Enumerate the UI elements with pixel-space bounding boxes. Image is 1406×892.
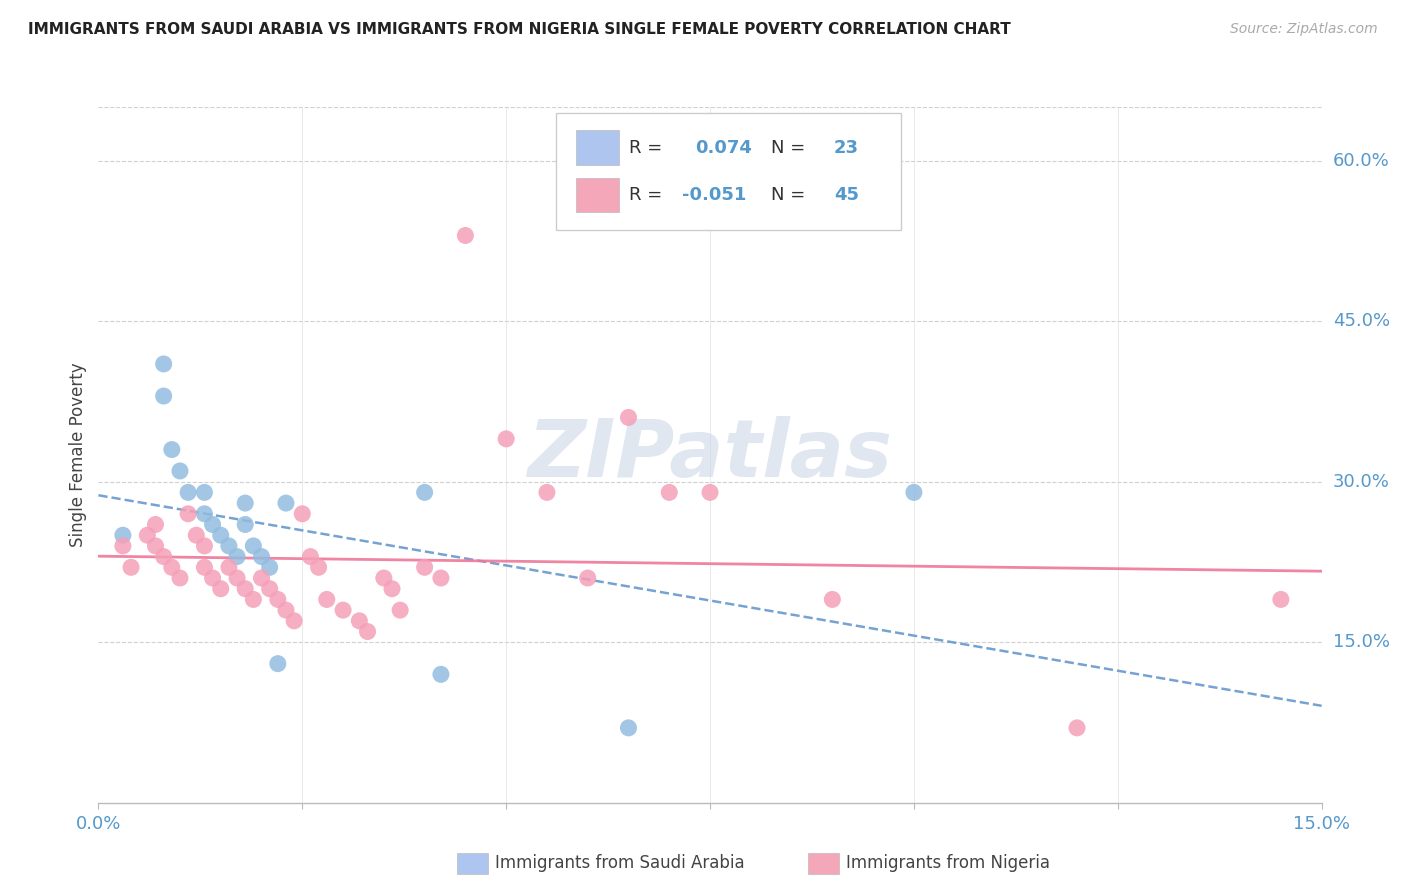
Point bbox=[699, 485, 721, 500]
Point bbox=[233, 517, 256, 532]
Text: Source: ZipAtlas.com: Source: ZipAtlas.com bbox=[1230, 22, 1378, 37]
Point bbox=[536, 485, 558, 500]
Point bbox=[576, 571, 599, 585]
Point bbox=[218, 539, 240, 553]
Point bbox=[145, 539, 167, 553]
Point bbox=[186, 528, 208, 542]
Point bbox=[430, 667, 453, 681]
Point bbox=[259, 582, 281, 596]
Point bbox=[193, 507, 215, 521]
Point bbox=[274, 603, 297, 617]
Text: ZIPatlas: ZIPatlas bbox=[527, 416, 893, 494]
Text: 23: 23 bbox=[834, 138, 859, 157]
Point bbox=[218, 560, 240, 574]
Point bbox=[903, 485, 925, 500]
Point bbox=[145, 517, 167, 532]
Point bbox=[226, 571, 249, 585]
Point bbox=[617, 410, 640, 425]
Y-axis label: Single Female Poverty: Single Female Poverty bbox=[69, 363, 87, 547]
Point bbox=[413, 560, 436, 574]
Point bbox=[242, 592, 264, 607]
Point bbox=[274, 496, 297, 510]
Point bbox=[454, 228, 477, 243]
Point bbox=[233, 582, 256, 596]
Text: 45.0%: 45.0% bbox=[1333, 312, 1391, 330]
Text: 60.0%: 60.0% bbox=[1333, 152, 1389, 169]
Text: N =: N = bbox=[772, 186, 811, 204]
Point bbox=[821, 592, 844, 607]
Point bbox=[152, 357, 174, 371]
Point bbox=[332, 603, 354, 617]
Point bbox=[373, 571, 395, 585]
Text: 15.0%: 15.0% bbox=[1333, 633, 1389, 651]
Point bbox=[617, 721, 640, 735]
Point bbox=[413, 485, 436, 500]
Point bbox=[152, 549, 174, 564]
Point bbox=[308, 560, 330, 574]
Point bbox=[242, 539, 264, 553]
Text: 30.0%: 30.0% bbox=[1333, 473, 1389, 491]
Point bbox=[209, 528, 232, 542]
Text: R =: R = bbox=[630, 186, 668, 204]
Point bbox=[169, 571, 191, 585]
Point bbox=[111, 539, 134, 553]
Point bbox=[299, 549, 322, 564]
Point bbox=[349, 614, 371, 628]
Point bbox=[356, 624, 378, 639]
Text: Immigrants from Saudi Arabia: Immigrants from Saudi Arabia bbox=[495, 855, 745, 872]
Point bbox=[233, 496, 256, 510]
Point bbox=[201, 571, 224, 585]
Point bbox=[160, 560, 183, 574]
Point bbox=[291, 507, 314, 521]
Point bbox=[120, 560, 142, 574]
Point bbox=[160, 442, 183, 457]
Text: -0.051: -0.051 bbox=[682, 186, 747, 204]
Point bbox=[193, 560, 215, 574]
Point bbox=[152, 389, 174, 403]
Point bbox=[267, 592, 290, 607]
Point bbox=[267, 657, 290, 671]
Text: 0.074: 0.074 bbox=[696, 138, 752, 157]
Point bbox=[283, 614, 305, 628]
Point bbox=[430, 571, 453, 585]
Point bbox=[1270, 592, 1292, 607]
Point bbox=[1066, 721, 1088, 735]
Point bbox=[250, 571, 273, 585]
Point bbox=[381, 582, 404, 596]
Text: IMMIGRANTS FROM SAUDI ARABIA VS IMMIGRANTS FROM NIGERIA SINGLE FEMALE POVERTY CO: IMMIGRANTS FROM SAUDI ARABIA VS IMMIGRAN… bbox=[28, 22, 1011, 37]
Point bbox=[658, 485, 681, 500]
Point bbox=[389, 603, 412, 617]
Point bbox=[315, 592, 337, 607]
Text: Immigrants from Nigeria: Immigrants from Nigeria bbox=[846, 855, 1050, 872]
Point bbox=[201, 517, 224, 532]
Point bbox=[226, 549, 249, 564]
Point bbox=[250, 549, 273, 564]
Point bbox=[111, 528, 134, 542]
Point bbox=[193, 485, 215, 500]
Text: 45: 45 bbox=[834, 186, 859, 204]
Point bbox=[495, 432, 517, 446]
Text: R =: R = bbox=[630, 138, 668, 157]
Point bbox=[259, 560, 281, 574]
Point bbox=[193, 539, 215, 553]
Point bbox=[209, 582, 232, 596]
Point bbox=[177, 507, 200, 521]
Text: N =: N = bbox=[772, 138, 811, 157]
Point bbox=[177, 485, 200, 500]
Point bbox=[169, 464, 191, 478]
Point bbox=[136, 528, 159, 542]
